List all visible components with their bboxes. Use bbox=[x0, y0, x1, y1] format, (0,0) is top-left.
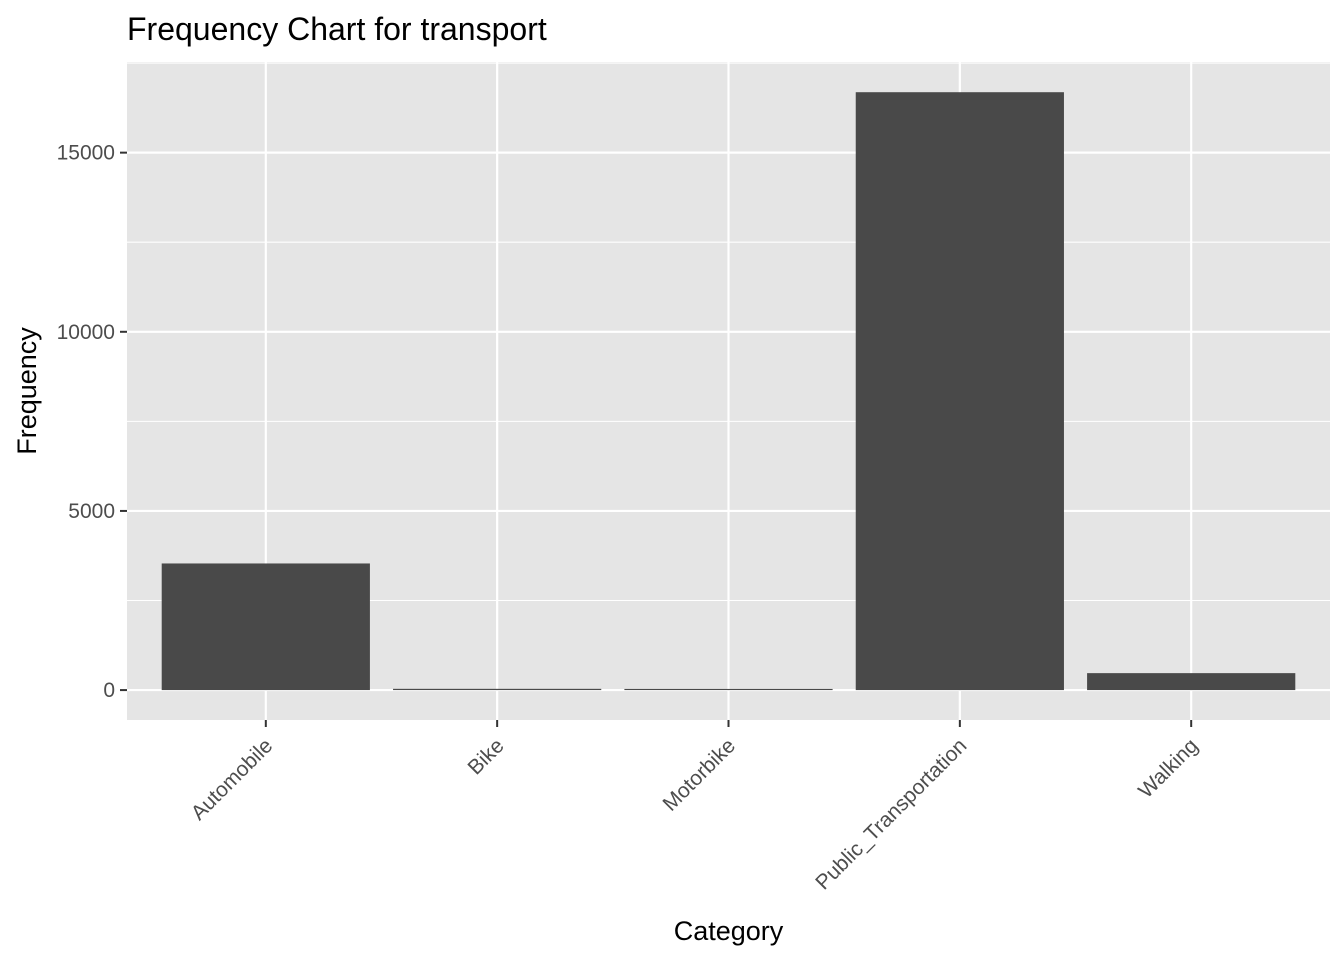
y-tick-label: 15000 bbox=[57, 142, 115, 165]
x-tick-label: Motorbike bbox=[659, 734, 740, 815]
y-tick-label: 5000 bbox=[68, 500, 115, 523]
grid-lines bbox=[127, 62, 1330, 720]
bar-automobile bbox=[161, 563, 370, 691]
bars bbox=[161, 92, 1296, 691]
bar-bike bbox=[393, 688, 602, 691]
x-tick-label: Bike bbox=[464, 734, 509, 779]
x-tick-label: Public_Transportation bbox=[811, 734, 971, 894]
x-tick-label: Automobile bbox=[187, 734, 278, 825]
x-tick-label: Walking bbox=[1134, 734, 1203, 803]
bar-motorbike bbox=[624, 688, 833, 691]
x-axis-title: Category bbox=[674, 916, 784, 946]
y-tick-label: 0 bbox=[103, 679, 115, 702]
bar-public-transportation bbox=[855, 92, 1064, 691]
y-tick-label: 10000 bbox=[57, 321, 115, 344]
chart-title: Frequency Chart for transport bbox=[127, 11, 547, 47]
bar-walking bbox=[1087, 673, 1296, 691]
y-axis-title: Frequency bbox=[12, 327, 42, 455]
